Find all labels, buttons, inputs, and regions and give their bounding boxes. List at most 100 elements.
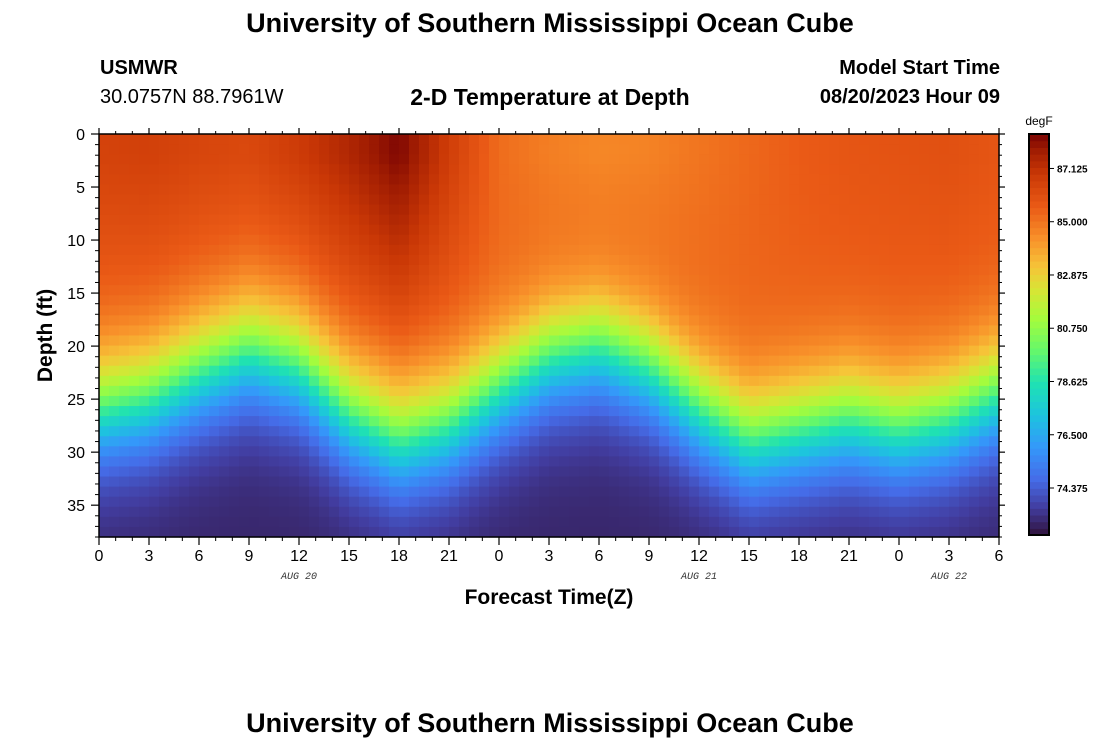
heatmap-cell bbox=[829, 325, 840, 337]
heatmap-cell bbox=[989, 516, 1000, 528]
heatmap-cell bbox=[419, 446, 430, 457]
heatmap-cell bbox=[889, 295, 900, 306]
heatmap-cell bbox=[569, 295, 580, 306]
heatmap-cell bbox=[939, 476, 950, 488]
heatmap-cell bbox=[489, 466, 500, 478]
heatmap-cell bbox=[579, 456, 590, 468]
colorbar-segment bbox=[1029, 267, 1049, 275]
heatmap-cell bbox=[449, 325, 460, 337]
heatmap-cell bbox=[989, 395, 1000, 407]
heatmap-cell bbox=[299, 234, 310, 246]
heatmap-cell bbox=[359, 234, 370, 246]
heatmap-cell bbox=[139, 476, 150, 488]
heatmap-cell bbox=[179, 325, 190, 337]
heatmap-cell bbox=[379, 244, 390, 256]
heatmap-cell bbox=[379, 526, 390, 538]
heatmap-cell bbox=[709, 516, 720, 528]
heatmap-cell bbox=[899, 194, 910, 206]
heatmap-cell bbox=[159, 174, 170, 185]
heatmap-cell bbox=[139, 305, 150, 316]
heatmap-cell bbox=[319, 395, 330, 407]
heatmap-cell bbox=[959, 385, 970, 397]
heatmap-cell bbox=[249, 385, 260, 397]
heatmap-cell bbox=[599, 335, 610, 347]
heatmap-cell bbox=[929, 466, 940, 478]
heatmap-cell bbox=[869, 305, 880, 316]
heatmap-cell bbox=[219, 476, 230, 488]
heatmap-cell bbox=[389, 456, 400, 468]
heatmap-cell bbox=[669, 476, 680, 488]
heatmap-cell bbox=[839, 345, 850, 357]
heatmap-cell bbox=[719, 365, 730, 377]
heatmap-cell bbox=[449, 436, 460, 447]
heatmap-cell bbox=[749, 285, 760, 296]
heatmap-cell bbox=[169, 516, 180, 528]
heatmap-cell bbox=[859, 154, 870, 165]
heatmap-cell bbox=[699, 345, 710, 357]
heatmap-cell bbox=[189, 134, 200, 145]
heatmap-cell bbox=[509, 506, 520, 518]
heatmap-cell bbox=[329, 486, 340, 498]
heatmap-cell bbox=[389, 144, 400, 155]
heatmap-cell bbox=[519, 244, 530, 256]
heatmap-cell bbox=[589, 486, 600, 498]
heatmap-cell bbox=[579, 264, 590, 276]
heatmap-cell bbox=[739, 496, 750, 508]
heatmap-cell bbox=[709, 496, 720, 508]
heatmap-cell bbox=[549, 365, 560, 377]
heatmap-cell bbox=[919, 325, 930, 337]
heatmap-cell bbox=[669, 355, 680, 367]
heatmap-cell bbox=[779, 385, 790, 397]
heatmap-cell bbox=[769, 456, 780, 468]
heatmap-cell bbox=[169, 154, 180, 165]
heatmap-cell bbox=[609, 204, 620, 216]
heatmap-cell bbox=[719, 224, 730, 236]
heatmap-cell bbox=[169, 254, 180, 266]
heatmap-cell bbox=[149, 254, 160, 266]
heatmap-cell bbox=[619, 315, 630, 327]
heatmap-cell bbox=[889, 275, 900, 286]
heatmap-cell bbox=[119, 496, 130, 508]
heatmap-cell bbox=[979, 385, 990, 397]
x-tick-label: 3 bbox=[145, 548, 154, 565]
heatmap-cell bbox=[179, 244, 190, 256]
heatmap-cell bbox=[529, 305, 540, 316]
heatmap-cell bbox=[409, 395, 420, 407]
heatmap-cell bbox=[439, 496, 450, 508]
heatmap-cell bbox=[799, 244, 810, 256]
heatmap-cell bbox=[829, 466, 840, 478]
heatmap-cell bbox=[179, 355, 190, 367]
heatmap-cell bbox=[769, 224, 780, 236]
heatmap-cell bbox=[549, 134, 560, 145]
heatmap-cell bbox=[789, 385, 800, 397]
heatmap-cell bbox=[859, 426, 870, 437]
heatmap-cell bbox=[759, 204, 770, 216]
heatmap-cell bbox=[279, 335, 290, 347]
heatmap-cell bbox=[629, 164, 640, 175]
heatmap-cell bbox=[579, 134, 590, 145]
heatmap-cell bbox=[479, 375, 490, 387]
heatmap-cell bbox=[299, 395, 310, 407]
heatmap-cell bbox=[349, 184, 360, 196]
heatmap-cell bbox=[359, 516, 370, 528]
heatmap-cell bbox=[179, 476, 190, 488]
heatmap-cell bbox=[909, 184, 920, 196]
heatmap-cell bbox=[769, 275, 780, 286]
heatmap-cell bbox=[609, 456, 620, 468]
heatmap-cell bbox=[959, 315, 970, 327]
heatmap-cell bbox=[929, 486, 940, 498]
heatmap-cell bbox=[979, 244, 990, 256]
heatmap-cell bbox=[509, 355, 520, 367]
heatmap-cell bbox=[899, 244, 910, 256]
heatmap-cell bbox=[249, 295, 260, 306]
heatmap-cell bbox=[329, 164, 340, 175]
heatmap-cell bbox=[919, 335, 930, 347]
heatmap-cell bbox=[149, 385, 160, 397]
heatmap-cell bbox=[789, 516, 800, 528]
heatmap-cell bbox=[609, 184, 620, 196]
heatmap-cell bbox=[429, 466, 440, 478]
heatmap-cell bbox=[569, 305, 580, 316]
heatmap-cell bbox=[519, 506, 530, 518]
heatmap-cell bbox=[119, 476, 130, 488]
heatmap-cell bbox=[549, 224, 560, 236]
